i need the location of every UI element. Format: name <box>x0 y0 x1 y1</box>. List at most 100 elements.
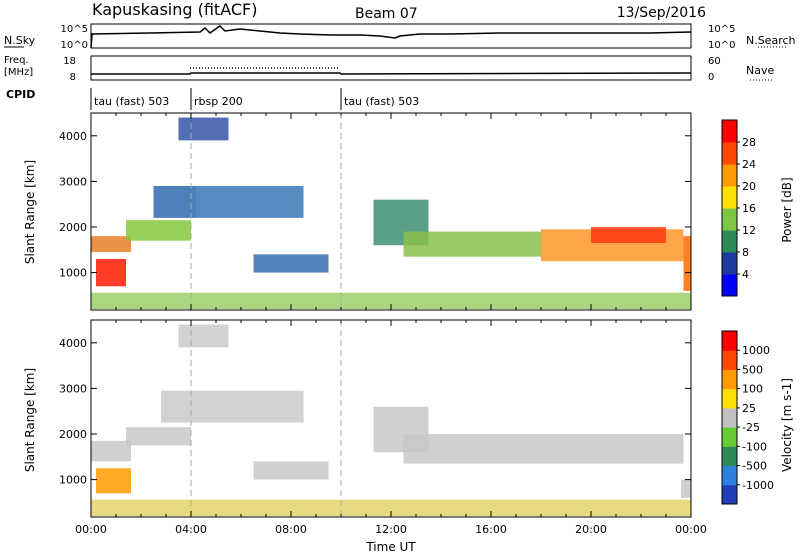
colorbar-tick-label: -100 <box>742 440 767 453</box>
y-tick-label: 1000 <box>59 474 87 487</box>
colorbar-tick-label: -25 <box>742 421 760 434</box>
power-colorbar-label: Power [dB] <box>780 177 794 242</box>
echo-band <box>91 292 691 310</box>
echo-band <box>403 434 684 464</box>
nsky-trace <box>90 25 692 49</box>
nsearch-tick-bottom: 10^0 <box>708 40 735 51</box>
y-tick-label: 3000 <box>59 382 87 395</box>
colorbar-swatch <box>722 120 737 143</box>
colorbar-tick-label: 100 <box>742 383 763 396</box>
echo-band <box>591 227 666 243</box>
date-title: 13/Sep/2016 <box>617 5 706 21</box>
freq-label-line2: [MHz] <box>4 67 33 78</box>
x-tick-label: 00:00 <box>675 523 707 536</box>
beam-title: Beam 07 <box>355 6 418 22</box>
colorbar-tick-label: 500 <box>742 363 763 376</box>
echo-band <box>126 220 191 241</box>
nave-label: Nave <box>746 64 774 77</box>
y-tick-label: 2000 <box>59 428 87 441</box>
cpid-row: tau (fast) 503 rbsp 200 tau (fast) 503 <box>90 88 419 110</box>
freq-panel <box>90 55 692 81</box>
velocity-colorbar-label: Velocity [m s-1] <box>780 378 794 472</box>
colorbar-swatch <box>722 350 737 370</box>
velocity-ylabel: Slant Range [km] <box>23 368 37 472</box>
cpid-segment-label: rbsp 200 <box>194 95 243 108</box>
colorbar-frame <box>721 330 738 505</box>
echo-band <box>126 427 191 446</box>
colorbar-swatch <box>722 446 737 467</box>
echo-band <box>403 231 541 257</box>
echo-band <box>91 236 131 253</box>
cpid-segment-label: tau (fast) 503 <box>94 95 169 108</box>
colorbar-swatch <box>722 331 737 351</box>
colorbar-tick-label: 4 <box>742 268 749 281</box>
velocity-colorbar: 1000 500 100 25 -25 -100 -500 -1000 <box>721 330 774 505</box>
colorbar-tick-label: 1000 <box>742 344 770 357</box>
colorbar-swatch <box>722 230 737 253</box>
colorbar-swatch <box>722 484 737 505</box>
x-tick-label: 08:00 <box>275 523 307 536</box>
echo-band <box>253 461 329 480</box>
colorbar-swatch <box>722 252 737 275</box>
x-tick-label: 00:00 <box>75 523 107 536</box>
colorbar-tick-label: 25 <box>742 402 756 415</box>
colorbar-swatch <box>722 142 737 165</box>
colorbar-tick-label: 24 <box>742 158 756 171</box>
nsky-tick-bottom: 10^0 <box>61 40 88 51</box>
y-tick-label: 3000 <box>59 175 87 188</box>
freq-tick-top: 18 <box>63 56 76 67</box>
colorbar-tick-label: 28 <box>742 136 756 149</box>
nave-tick-top: 60 <box>708 56 721 67</box>
x-tick-label: 16:00 <box>475 523 507 536</box>
colorbar-swatch <box>722 164 737 187</box>
y-tick-label: 2000 <box>59 221 87 234</box>
freq-trace <box>91 72 692 75</box>
colorbar-swatch <box>722 465 737 486</box>
echo-band <box>178 324 229 348</box>
nsky-panel <box>90 23 692 49</box>
cpid-segment-label: tau (fast) 503 <box>344 95 419 108</box>
power-ylabel: Slant Range [km] <box>23 160 37 264</box>
echo-band <box>681 479 691 498</box>
echo-band <box>178 117 229 141</box>
echo-band <box>96 468 131 494</box>
echo-band <box>91 440 131 462</box>
colorbar-swatch <box>722 274 737 297</box>
colorbar-tick-label: 16 <box>742 202 756 215</box>
echo-band <box>96 258 126 287</box>
time-xlabel: Time UT <box>365 540 416 554</box>
y-tick-label: 4000 <box>59 337 87 350</box>
nsky-tick-top: 10^5 <box>61 24 88 35</box>
colorbar-swatch <box>722 388 737 409</box>
colorbar-swatch <box>722 186 737 209</box>
colorbar-tick-label: 20 <box>742 180 756 193</box>
nsearch-label: N.Search <box>746 34 796 47</box>
y-tick-label: 4000 <box>59 130 87 143</box>
power-panel: 1000 2000 3000 4000 <box>59 112 692 311</box>
colorbar-swatch <box>722 208 737 231</box>
echo-band <box>91 499 691 517</box>
colorbar-tick-label: -1000 <box>742 479 774 492</box>
colorbar-swatch <box>722 427 737 447</box>
colorbar-tick-label: 8 <box>742 246 749 259</box>
nsky-label: N.Sky <box>4 34 36 47</box>
colorbar-tick-label: -500 <box>742 460 767 473</box>
echo-band <box>153 185 196 218</box>
power-colorbar: 4 8 12 16 20 24 28 <box>721 119 756 297</box>
colorbar-swatch <box>722 407 737 428</box>
x-tick-label: 12:00 <box>375 523 407 536</box>
cpid-label: CPID <box>6 88 35 101</box>
nsearch-tick-top: 10^5 <box>708 24 735 35</box>
y-tick-label: 1000 <box>59 267 87 280</box>
colorbar-swatch <box>722 369 737 390</box>
freq-tick-bottom: 8 <box>70 72 76 83</box>
colorbar-tick-label: 12 <box>742 224 756 237</box>
echo-band <box>683 236 691 291</box>
station-title: Kapuskasing (fitACF) <box>92 0 257 19</box>
freq-label-line1: Freq. <box>4 55 29 66</box>
echo-band <box>253 254 329 273</box>
echo-band <box>161 390 304 423</box>
x-tick-label: 20:00 <box>575 523 607 536</box>
echo-band <box>196 185 304 218</box>
